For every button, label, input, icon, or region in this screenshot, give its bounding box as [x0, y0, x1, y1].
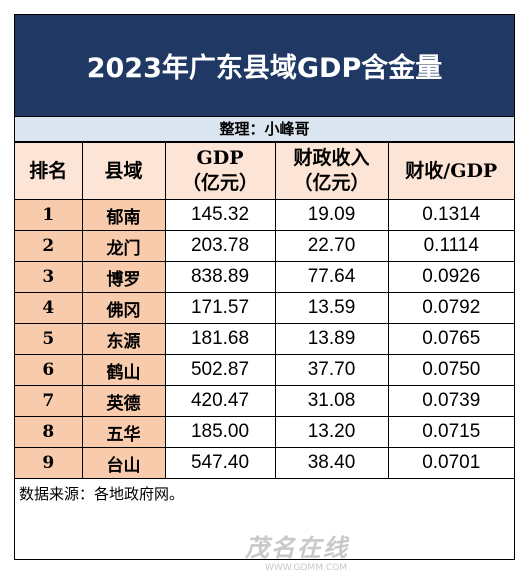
table-cell: 0.0739: [387, 385, 514, 417]
table-cell: 郁南: [81, 199, 166, 231]
table-cell: 龙门: [81, 230, 166, 262]
table-cell: 佛冈: [81, 292, 166, 324]
column-header: GDP （亿元）: [164, 142, 276, 200]
table-body: 1 郁南 145.32 19.09 0.1314 2 龙门 203.78 22.70 0.1114…: [15, 199, 514, 479]
table-cell: 0.1114: [387, 230, 514, 262]
table-row: 8 五华 185.00 13.20 0.0715: [15, 416, 514, 448]
header-row: 排名 县域 GDP （亿元） 财政收入 （亿元） 财收/GDP: [15, 142, 514, 200]
table-cell: 181.68: [164, 323, 276, 355]
table-cell: 9: [15, 447, 83, 479]
title: 2023年广东县域GDP含金量: [15, 15, 514, 116]
table-cell: 4: [15, 292, 83, 324]
sheet: 2023年广东县域GDP含金量 整理：小峰哥 排名 县域 GDP （亿元） 财政收入 …: [14, 14, 515, 560]
table-cell: 博罗: [81, 261, 166, 293]
table-cell: 2: [15, 230, 83, 262]
table-cell: 13.59: [274, 292, 389, 324]
table-cell: 3: [15, 261, 83, 293]
table-cell: 8: [15, 416, 83, 448]
table-cell: 台山: [81, 447, 166, 479]
table-cell: 22.70: [274, 230, 389, 262]
table-cell: 英德: [81, 385, 166, 417]
table-cell: 0.0792: [387, 292, 514, 324]
table-cell: 31.08: [274, 385, 389, 417]
table-cell: 203.78: [164, 230, 276, 262]
table-cell: 0.1314: [387, 199, 514, 231]
table-row: 5 东源 181.68 13.89 0.0765: [15, 323, 514, 355]
gdp-table: 排名 县域 GDP （亿元） 财政收入 （亿元） 财收/GDP 1 郁南 145.32 19.…: [15, 142, 514, 479]
column-header: 排名: [15, 142, 83, 200]
table-row: 1 郁南 145.32 19.09 0.1314: [15, 199, 514, 231]
column-header: 财政收入 （亿元）: [274, 142, 389, 200]
table-cell: 420.47: [164, 385, 276, 417]
column-header: 财收/GDP: [387, 142, 514, 200]
table-row: 4 佛冈 171.57 13.59 0.0792: [15, 292, 514, 324]
table-cell: 77.64: [274, 261, 389, 293]
table-cell: 547.40: [164, 447, 276, 479]
table-cell: 38.40: [274, 447, 389, 479]
watermark: 茂名在线 WWW.GDMM.COM: [175, 528, 349, 573]
table-cell: 0.0701: [387, 447, 514, 479]
watermark-brand: 茂名在线: [245, 534, 349, 562]
table-row: 6 鹤山 502.87 37.70 0.0750: [15, 354, 514, 386]
subtitle: 整理：小峰哥: [15, 116, 514, 142]
table-cell: 19.09: [274, 199, 389, 231]
table-cell: 185.00: [164, 416, 276, 448]
table-cell: 13.89: [274, 323, 389, 355]
table-row: 3 博罗 838.89 77.64 0.0926: [15, 261, 514, 293]
table-row: 9 台山 547.40 38.40 0.0701: [15, 447, 514, 479]
table-cell: 37.70: [274, 354, 389, 386]
table-cell: 0.0750: [387, 354, 514, 386]
table-cell: 东源: [81, 323, 166, 355]
table-cell: 7: [15, 385, 83, 417]
table-cell: 838.89: [164, 261, 276, 293]
table-cell: 0.0926: [387, 261, 514, 293]
table-cell: 6: [15, 354, 83, 386]
column-header: 县域: [81, 142, 166, 200]
table-cell: 0.0715: [387, 416, 514, 448]
table-cell: 1: [15, 199, 83, 231]
table-cell: 鹤山: [81, 354, 166, 386]
table-row: 7 英德 420.47 31.08 0.0739: [15, 385, 514, 417]
table-cell: 0.0765: [387, 323, 514, 355]
table-row: 2 龙门 203.78 22.70 0.1114: [15, 230, 514, 262]
table-cell: 五华: [81, 416, 166, 448]
table-cell: 502.87: [164, 354, 276, 386]
watermark-url: WWW.GDMM.COM: [265, 563, 347, 573]
table-cell: 145.32: [164, 199, 276, 231]
table-cell: 13.20: [274, 416, 389, 448]
footnote: 数据来源：各地政府网。: [19, 485, 185, 503]
table-cell: 5: [15, 323, 83, 355]
table-cell: 171.57: [164, 292, 276, 324]
